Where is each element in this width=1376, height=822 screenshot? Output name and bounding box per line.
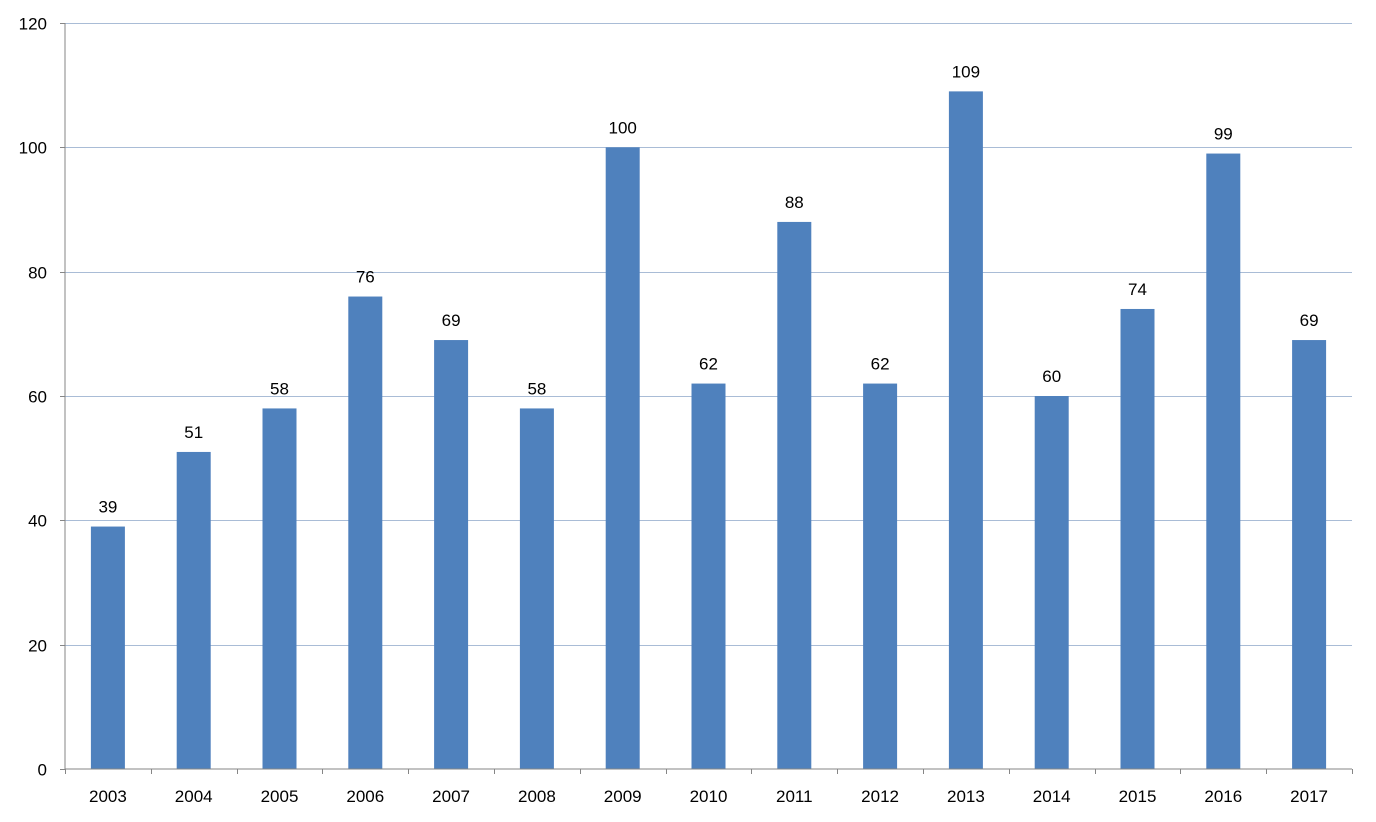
bar-2010 (691, 383, 726, 769)
y-tick-label: 120 (19, 15, 47, 34)
bar-2008 (519, 408, 554, 769)
bars (90, 91, 1327, 770)
x-tick-label-2011: 2011 (776, 787, 813, 806)
y-axis-ticks: 0 20 40 60 80 100 120 (19, 15, 65, 780)
x-axis-ticks: 2003 2004 2005 2006 2007 2008 2009 2010 2011 2012… (65, 769, 1353, 806)
bar-2011 (777, 221, 812, 769)
data-label-2015: 74 (1128, 280, 1147, 299)
bar-2007 (434, 340, 469, 769)
bar-2015 (1120, 308, 1155, 769)
data-label-2013: 109 (952, 62, 980, 81)
data-label-2012: 62 (871, 355, 890, 374)
x-tick-label-2008: 2008 (518, 787, 556, 806)
data-label-2007: 69 (442, 311, 461, 330)
data-label-2006: 76 (356, 268, 375, 287)
data-label-2014: 60 (1042, 367, 1061, 386)
y-tick-label: 40 (28, 512, 47, 531)
bar-2004 (176, 451, 211, 769)
bar-2016 (1206, 153, 1241, 770)
x-tick-label-2007: 2007 (432, 787, 470, 806)
x-tick-label-2017: 2017 (1290, 787, 1328, 806)
data-label-2010: 62 (699, 355, 718, 374)
data-label-2005: 58 (270, 379, 289, 398)
data-label-2008: 58 (527, 379, 546, 398)
data-label-2009: 100 (609, 118, 637, 137)
y-tick-label: 100 (19, 139, 47, 158)
data-label-2011: 88 (785, 193, 804, 212)
bar-2014 (1034, 396, 1069, 769)
x-tick-label-2015: 2015 (1119, 787, 1157, 806)
x-tick-label-2009: 2009 (604, 787, 642, 806)
bar-2006 (348, 296, 383, 769)
y-tick-label: 60 (28, 388, 47, 407)
y-tick-label: 80 (28, 264, 47, 283)
x-tick-label-2016: 2016 (1204, 787, 1242, 806)
x-tick-label-2013: 2013 (947, 787, 985, 806)
x-tick-label-2012: 2012 (861, 787, 899, 806)
x-tick-label-2004: 2004 (175, 787, 213, 806)
data-label-2004: 51 (184, 423, 203, 442)
data-label-2017: 69 (1300, 311, 1319, 330)
x-tick-label-2006: 2006 (346, 787, 384, 806)
data-label-2003: 39 (98, 498, 117, 517)
x-tick-label-2003: 2003 (89, 787, 127, 806)
x-tick-label-2005: 2005 (261, 787, 299, 806)
data-label-2016: 99 (1214, 125, 1233, 144)
x-tick-label-2010: 2010 (690, 787, 728, 806)
y-tick-label: 20 (28, 637, 47, 656)
x-tick-label-2014: 2014 (1033, 787, 1071, 806)
bar-2003 (90, 526, 125, 769)
data-labels: 39 51 58 76 69 58 100 62 88 62 109 60 74 99 69 (98, 62, 1318, 516)
bar-2017 (1292, 340, 1327, 769)
bar-2012 (863, 383, 898, 769)
y-tick-label: 0 (38, 761, 47, 780)
bar-2005 (262, 408, 297, 769)
bar-2013 (948, 91, 983, 770)
bar-2009 (605, 147, 640, 770)
